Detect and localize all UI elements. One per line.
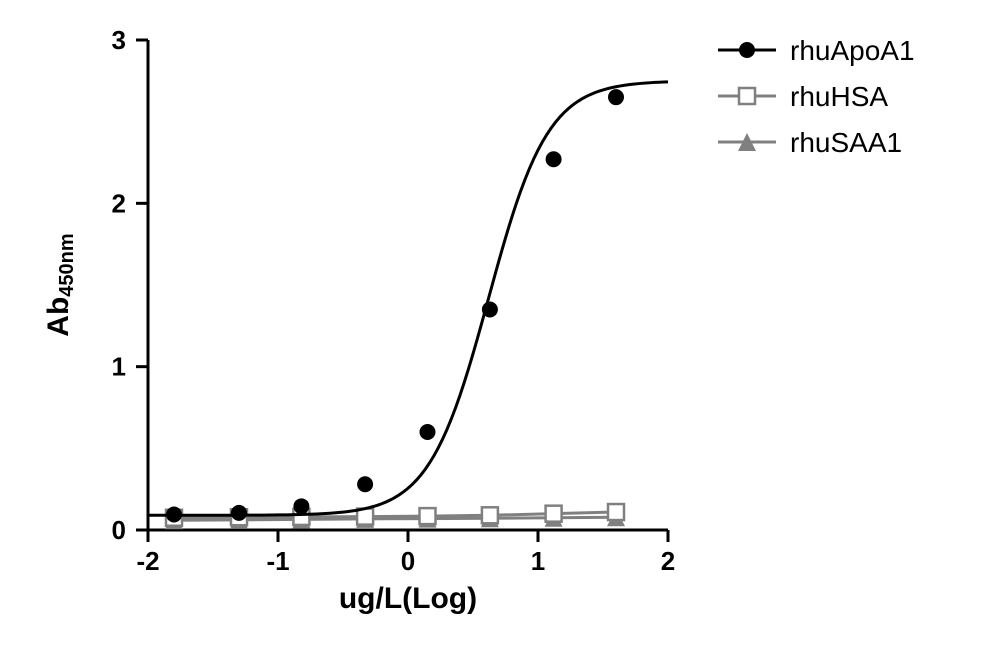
y-tick-label: 0 [112,515,126,545]
legend-label: rhuHSA [790,81,888,112]
y-axis-title: Ab450nm [42,233,78,336]
data-point [608,89,624,105]
series-rhuApoA1 [148,82,668,523]
x-tick-label: 1 [531,546,545,576]
data-point [546,506,562,522]
y-axis-title-sub: 450nm [56,233,78,296]
y-tick-label: 1 [112,352,126,382]
legend-item: rhuApoA1 [718,35,915,66]
chart-svg: -2 -1 0 1 2 0 1 2 3 ug/L(Log) Ab450nm rhuApoA1 rhuHS… [0,0,987,655]
data-point [231,505,247,521]
data-point [608,504,624,520]
x-tick-label: 2 [661,546,675,576]
data-point [166,506,182,522]
chart-container: -2 -1 0 1 2 0 1 2 3 ug/L(Log) Ab450nm rhuApoA1 rhuHS… [0,0,987,655]
data-point [357,476,373,492]
data-point [420,424,436,440]
x-tick-label: 0 [401,546,415,576]
data-point [739,88,755,104]
x-tick-label: -1 [266,546,289,576]
legend-label: rhuApoA1 [790,35,915,66]
data-point [482,302,498,318]
y-tick-label: 3 [112,25,126,55]
legend-item: rhuHSA [718,81,888,112]
data-point [482,507,498,523]
x-axis-title: ug/L(Log) [339,582,477,615]
data-point [420,508,436,524]
y-axis-title-main: Ab [42,297,75,337]
legend-item: rhuSAA1 [718,127,902,158]
data-point [546,151,562,167]
data-point [739,42,755,58]
y-tick-label: 2 [112,188,126,218]
data-point [293,498,309,514]
legend-label: rhuSAA1 [790,127,902,158]
series-line [148,82,668,515]
x-tick-label: -2 [136,546,159,576]
